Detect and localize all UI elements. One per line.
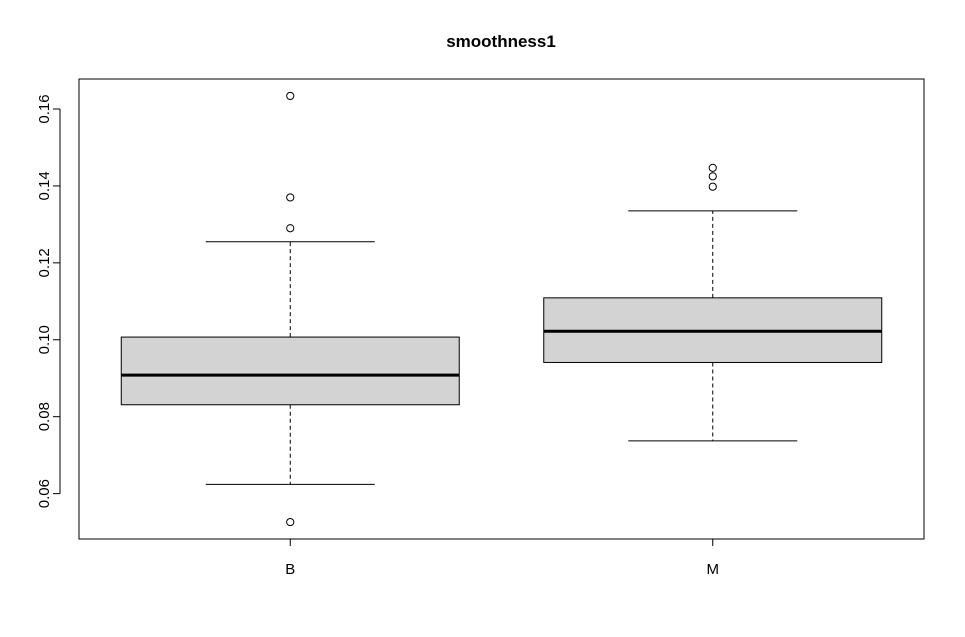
y-tick-label: 0.08 xyxy=(36,402,53,431)
y-axis: 0.06 0.08 0.10 0.12 0.14 0.16 xyxy=(36,94,61,508)
box-group-M xyxy=(543,163,883,442)
y-tick-label: 0.06 xyxy=(36,479,53,508)
outlier-point xyxy=(286,517,295,527)
x-tick-label: B xyxy=(285,561,295,578)
y-tick-label: 0.14 xyxy=(36,171,53,200)
outlier-point xyxy=(286,91,295,101)
y-tick-label: 0.12 xyxy=(36,248,53,277)
x-tick-label: M xyxy=(707,561,720,578)
chart-title: smoothness1 xyxy=(446,32,556,51)
outlier-point xyxy=(708,172,717,181)
y-tick-label: 0.16 xyxy=(36,94,53,123)
y-tick-label: 0.10 xyxy=(36,325,53,354)
boxes-layer xyxy=(120,91,883,527)
outlier-point xyxy=(708,182,717,191)
outlier-point xyxy=(286,224,295,233)
iqr-box xyxy=(120,336,460,406)
outlier-point xyxy=(708,163,717,172)
outlier-point xyxy=(286,193,295,202)
box-group-B xyxy=(120,91,460,527)
